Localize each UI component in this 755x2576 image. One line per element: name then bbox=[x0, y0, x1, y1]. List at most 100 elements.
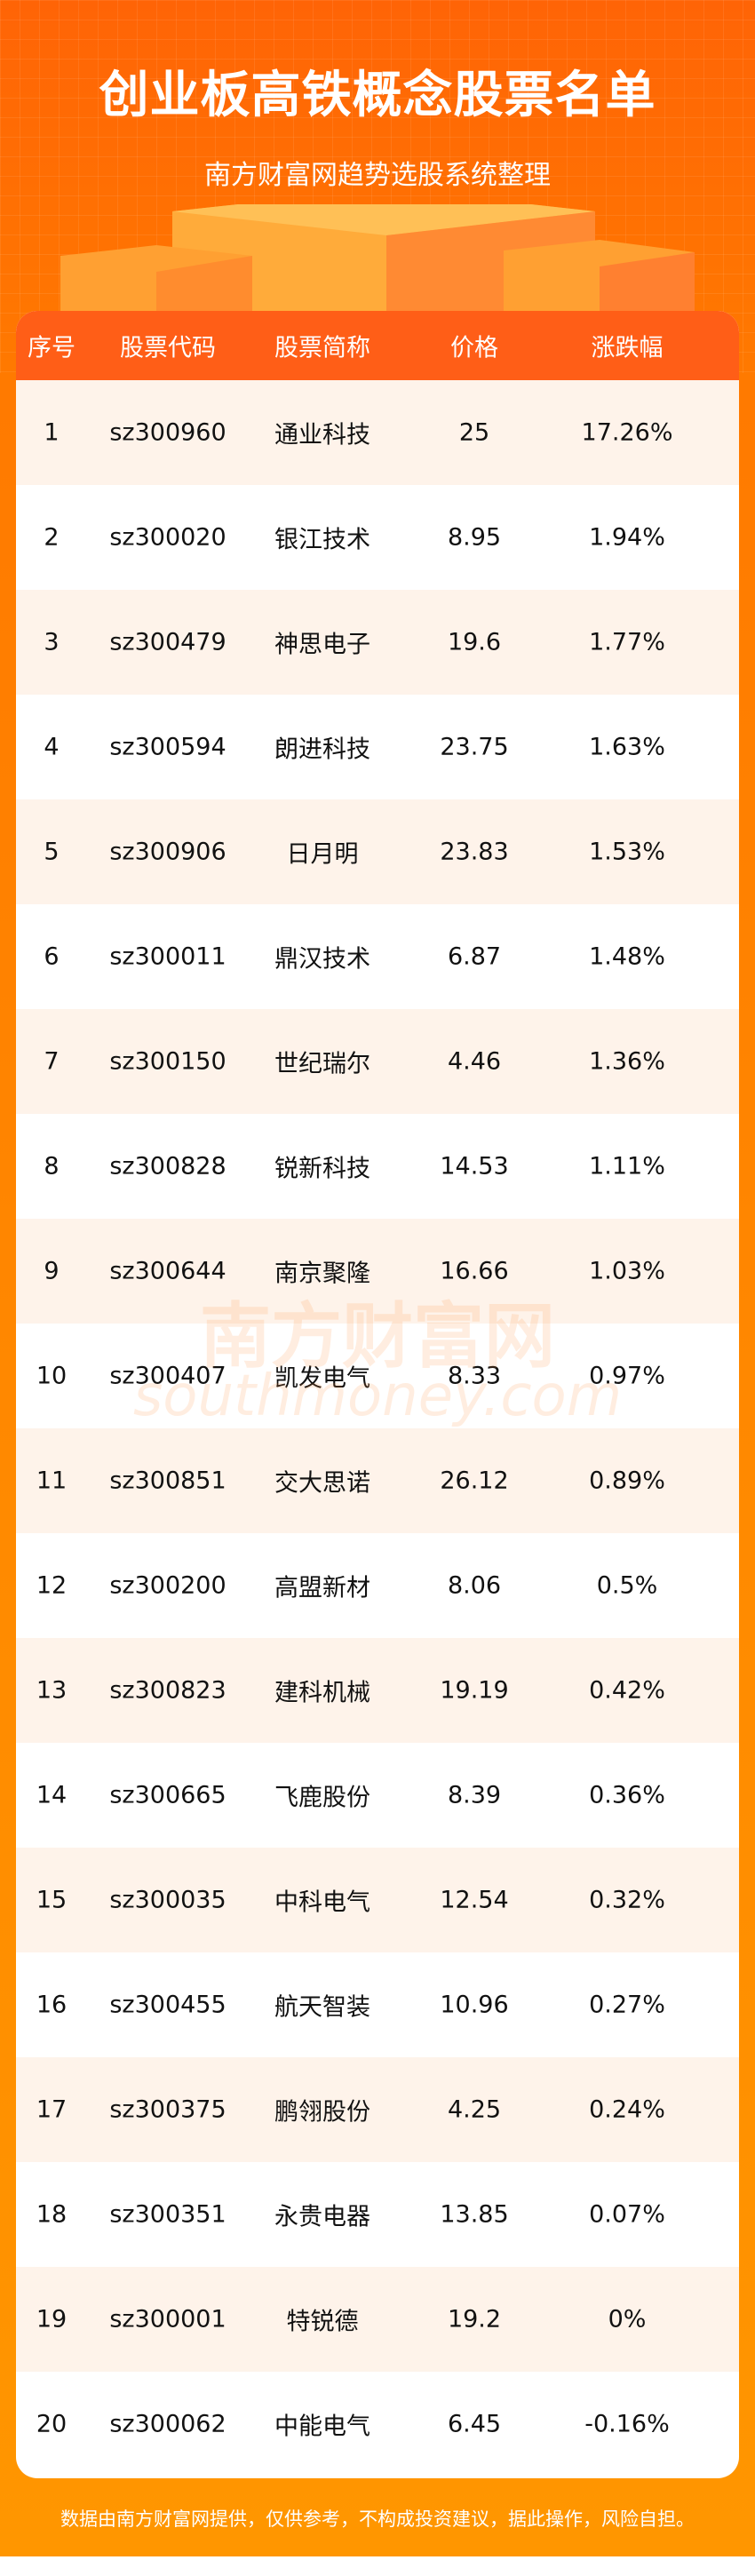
col-price-cell: 8.95 bbox=[447, 523, 502, 552]
col-index-cell: 5 bbox=[44, 838, 60, 866]
col-price-cell: 4.25 bbox=[447, 2095, 502, 2124]
col-index-cell: 18 bbox=[36, 2200, 68, 2229]
table-row: 14 sz300665 飞鹿股份 8.39 0.36% bbox=[16, 1743, 739, 1848]
table-row: 20 sz300062 中能电气 6.45 -0.16% bbox=[16, 2372, 739, 2477]
table-row: 4 sz300594 朗进科技 23.75 1.63% bbox=[16, 695, 739, 799]
col-price-cell: 10.96 bbox=[440, 1991, 509, 2019]
col-code-cell: sz300665 bbox=[109, 1781, 226, 1809]
table-row: 6 sz300011 鼎汉技术 6.87 1.48% bbox=[16, 904, 739, 1009]
col-index-cell: 7 bbox=[44, 1047, 60, 1076]
col-change-cell: 0.27% bbox=[589, 1991, 665, 2019]
col-code-cell: sz300062 bbox=[109, 2410, 226, 2438]
col-code-cell: sz300960 bbox=[109, 418, 226, 447]
col-code-cell: sz300375 bbox=[109, 2095, 226, 2124]
col-code-cell: sz300200 bbox=[109, 1571, 226, 1600]
col-price-cell: 8.39 bbox=[447, 1781, 502, 1809]
col-name-cell: 世纪瑞尔 bbox=[274, 1050, 370, 1078]
col-code-cell: sz300644 bbox=[109, 1257, 226, 1285]
col-change-cell: 0.36% bbox=[589, 1781, 665, 1809]
col-change-cell: 1.77% bbox=[589, 628, 665, 656]
col-index-cell: 4 bbox=[44, 733, 60, 761]
col-price-cell: 6.45 bbox=[447, 2410, 502, 2438]
table-row: 13 sz300823 建科机械 19.19 0.42% bbox=[16, 1638, 739, 1743]
col-code-cell: sz300011 bbox=[109, 942, 226, 971]
col-change-cell: 1.36% bbox=[589, 1047, 665, 1076]
table-row: 2 sz300020 银江技术 8.95 1.94% bbox=[16, 485, 739, 590]
col-name-cell: 锐新科技 bbox=[274, 1155, 370, 1183]
table-row: 7 sz300150 世纪瑞尔 4.46 1.36% bbox=[16, 1009, 739, 1114]
col-name-cell: 南京聚隆 bbox=[274, 1260, 370, 1288]
col-price-cell: 23.75 bbox=[440, 733, 509, 761]
col-code-cell: sz300906 bbox=[109, 838, 226, 866]
col-price-cell: 8.33 bbox=[447, 1362, 502, 1390]
header-col-name: 股票简称 bbox=[274, 334, 370, 362]
header-col-price: 价格 bbox=[450, 334, 498, 362]
col-change-cell: 1.63% bbox=[589, 733, 665, 761]
col-price-cell: 4.46 bbox=[447, 1047, 502, 1076]
col-change-cell: 1.53% bbox=[589, 838, 665, 866]
col-code-cell: sz300479 bbox=[109, 628, 226, 656]
table-row: 1 sz300960 通业科技 25 17.26% bbox=[16, 380, 739, 485]
table-row: 5 sz300906 日月明 23.83 1.53% bbox=[16, 799, 739, 904]
table-row: 8 sz300828 锐新科技 14.53 1.11% bbox=[16, 1114, 739, 1219]
col-price-cell: 26.12 bbox=[440, 1467, 509, 1495]
col-index-cell: 9 bbox=[44, 1257, 60, 1285]
col-name-cell: 神思电子 bbox=[274, 631, 370, 659]
col-name-cell: 中能电气 bbox=[274, 2413, 370, 2441]
col-name-cell: 朗进科技 bbox=[274, 735, 370, 764]
col-name-cell: 高盟新材 bbox=[274, 1574, 370, 1602]
col-code-cell: sz300594 bbox=[109, 733, 226, 761]
col-change-cell: 1.48% bbox=[589, 942, 665, 971]
col-code-cell: sz300823 bbox=[109, 1676, 226, 1705]
col-name-cell: 建科机械 bbox=[274, 1679, 370, 1707]
col-change-cell: 0.5% bbox=[596, 1571, 658, 1600]
col-index-cell: 8 bbox=[44, 1152, 60, 1181]
col-name-cell: 日月明 bbox=[286, 840, 359, 869]
col-index-cell: 13 bbox=[36, 1676, 68, 1705]
col-price-cell: 14.53 bbox=[440, 1152, 509, 1181]
col-code-cell: sz300001 bbox=[109, 2305, 226, 2334]
col-change-cell: 1.11% bbox=[589, 1152, 665, 1181]
col-change-cell: 0.97% bbox=[589, 1362, 665, 1390]
col-code-cell: sz300351 bbox=[109, 2200, 226, 2229]
table-row: 9 sz300644 南京聚隆 16.66 1.03% bbox=[16, 1219, 739, 1324]
header-col-index: 序号 bbox=[28, 334, 76, 362]
col-change-cell: 0.42% bbox=[589, 1676, 665, 1705]
col-name-cell: 交大思诺 bbox=[274, 1469, 370, 1498]
col-name-cell: 鹏翎股份 bbox=[274, 2098, 370, 2127]
col-code-cell: sz300150 bbox=[109, 1047, 226, 1076]
table-row: 3 sz300479 神思电子 19.6 1.77% bbox=[16, 590, 739, 695]
col-change-cell: 0.24% bbox=[589, 2095, 665, 2124]
col-index-cell: 1 bbox=[44, 418, 60, 447]
col-code-cell: sz300020 bbox=[109, 523, 226, 552]
col-price-cell: 19.19 bbox=[440, 1676, 509, 1705]
col-name-cell: 通业科技 bbox=[274, 421, 370, 449]
col-price-cell: 25 bbox=[458, 418, 490, 447]
col-name-cell: 银江技术 bbox=[274, 526, 370, 554]
col-index-cell: 17 bbox=[36, 2095, 68, 2124]
col-name-cell: 凯发电气 bbox=[274, 1364, 370, 1393]
table-row: 12 sz300200 高盟新材 8.06 0.5% bbox=[16, 1533, 739, 1638]
col-price-cell: 19.6 bbox=[447, 628, 502, 656]
col-code-cell: sz300407 bbox=[109, 1362, 226, 1390]
table-row: 10 sz300407 凯发电气 8.33 0.97% bbox=[16, 1324, 739, 1428]
col-name-cell: 特锐德 bbox=[286, 2308, 359, 2336]
col-change-cell: 1.03% bbox=[589, 1257, 665, 1285]
col-name-cell: 飞鹿股份 bbox=[274, 1784, 370, 1812]
col-price-cell: 8.06 bbox=[447, 1571, 502, 1600]
col-change-cell: 0% bbox=[608, 2305, 647, 2334]
col-change-cell: 0.07% bbox=[589, 2200, 665, 2229]
col-change-cell: 0.89% bbox=[589, 1467, 665, 1495]
col-index-cell: 11 bbox=[36, 1467, 68, 1495]
page-title: 创业板高铁概念股票名单 bbox=[99, 67, 656, 124]
col-price-cell: 13.85 bbox=[440, 2200, 509, 2229]
col-name-cell: 永贵电器 bbox=[274, 2203, 370, 2231]
table-row: 18 sz300351 永贵电器 13.85 0.07% bbox=[16, 2162, 739, 2267]
col-index-cell: 15 bbox=[36, 1886, 68, 1914]
table-row: 17 sz300375 鹏翎股份 4.25 0.24% bbox=[16, 2057, 739, 2162]
col-code-cell: sz300828 bbox=[109, 1152, 226, 1181]
col-price-cell: 6.87 bbox=[447, 942, 502, 971]
stock-table: 序号 股票代码 股票简称 价格 涨跌幅 1 sz300960 通业科技 25 17.26% 2 sz… bbox=[16, 311, 739, 2478]
col-index-cell: 20 bbox=[36, 2410, 68, 2438]
header-col-change: 涨跌幅 bbox=[591, 334, 664, 362]
